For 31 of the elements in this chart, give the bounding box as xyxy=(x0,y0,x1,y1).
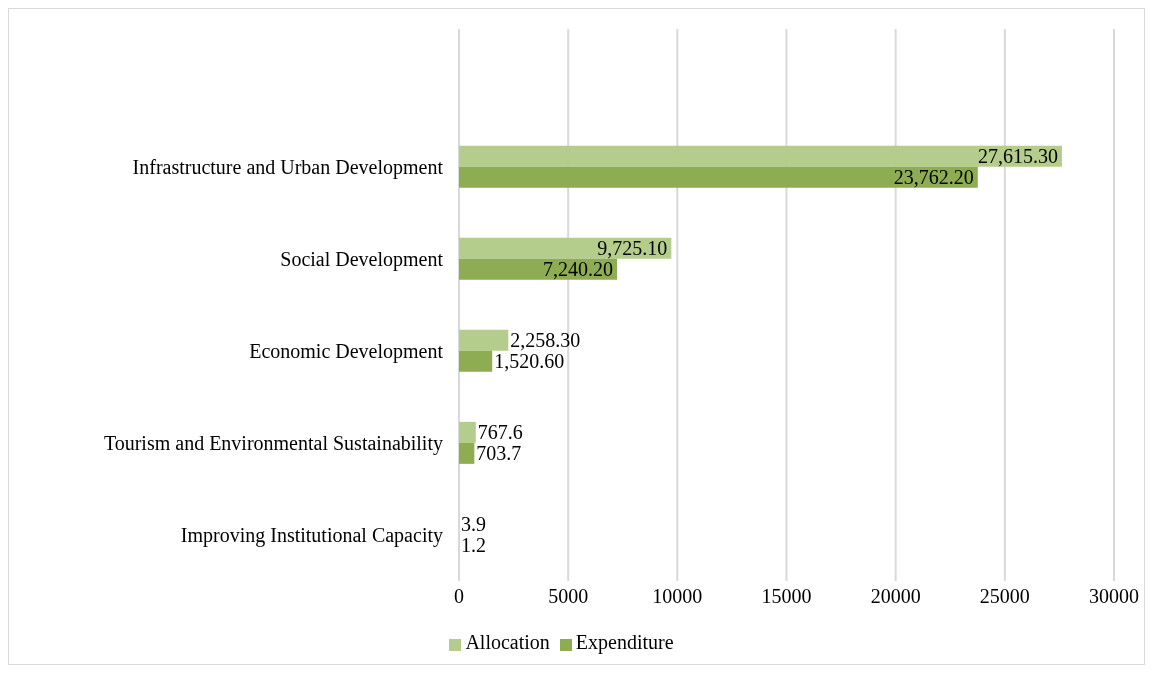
x-tick-label: 0 xyxy=(454,585,464,608)
bar xyxy=(459,145,1062,167)
data-label: 2,258.30 xyxy=(510,329,581,352)
data-label: 703.7 xyxy=(476,442,522,465)
data-label: 767.6 xyxy=(477,421,523,444)
bar xyxy=(459,166,978,188)
data-label: 9,725.10 xyxy=(597,237,668,260)
x-tick-label: 10000 xyxy=(652,585,703,608)
data-label: 7,240.20 xyxy=(543,258,614,281)
data-label: 3.9 xyxy=(461,513,487,536)
data-label: 27,615.30 xyxy=(977,145,1058,168)
bar xyxy=(459,350,493,372)
y-tick-label: Economic Development xyxy=(249,340,444,363)
y-tick-label: Improving Institutional Capacity xyxy=(180,524,443,547)
bar xyxy=(459,237,672,259)
bar xyxy=(459,329,509,351)
legend-label: Expenditure xyxy=(575,631,674,653)
data-label: 1,520.60 xyxy=(494,350,565,373)
y-tick-label: Tourism and Environmental Sustainability xyxy=(103,432,443,455)
x-tick-label: 5000 xyxy=(548,585,589,608)
x-tick-label: 20000 xyxy=(870,585,921,608)
legend-label: Allocation xyxy=(465,631,550,653)
x-tick-label: 15000 xyxy=(761,585,812,608)
bar xyxy=(459,421,476,443)
bar xyxy=(459,442,475,464)
x-tick-label: 30000 xyxy=(1089,585,1139,608)
y-tick-label: Infrastructure and Urban Development xyxy=(132,156,444,179)
x-tick-label: 25000 xyxy=(979,585,1030,608)
data-label: 23,762.20 xyxy=(893,166,974,189)
data-label: 1.2 xyxy=(461,534,487,557)
y-tick-label: Social Development xyxy=(280,248,444,271)
